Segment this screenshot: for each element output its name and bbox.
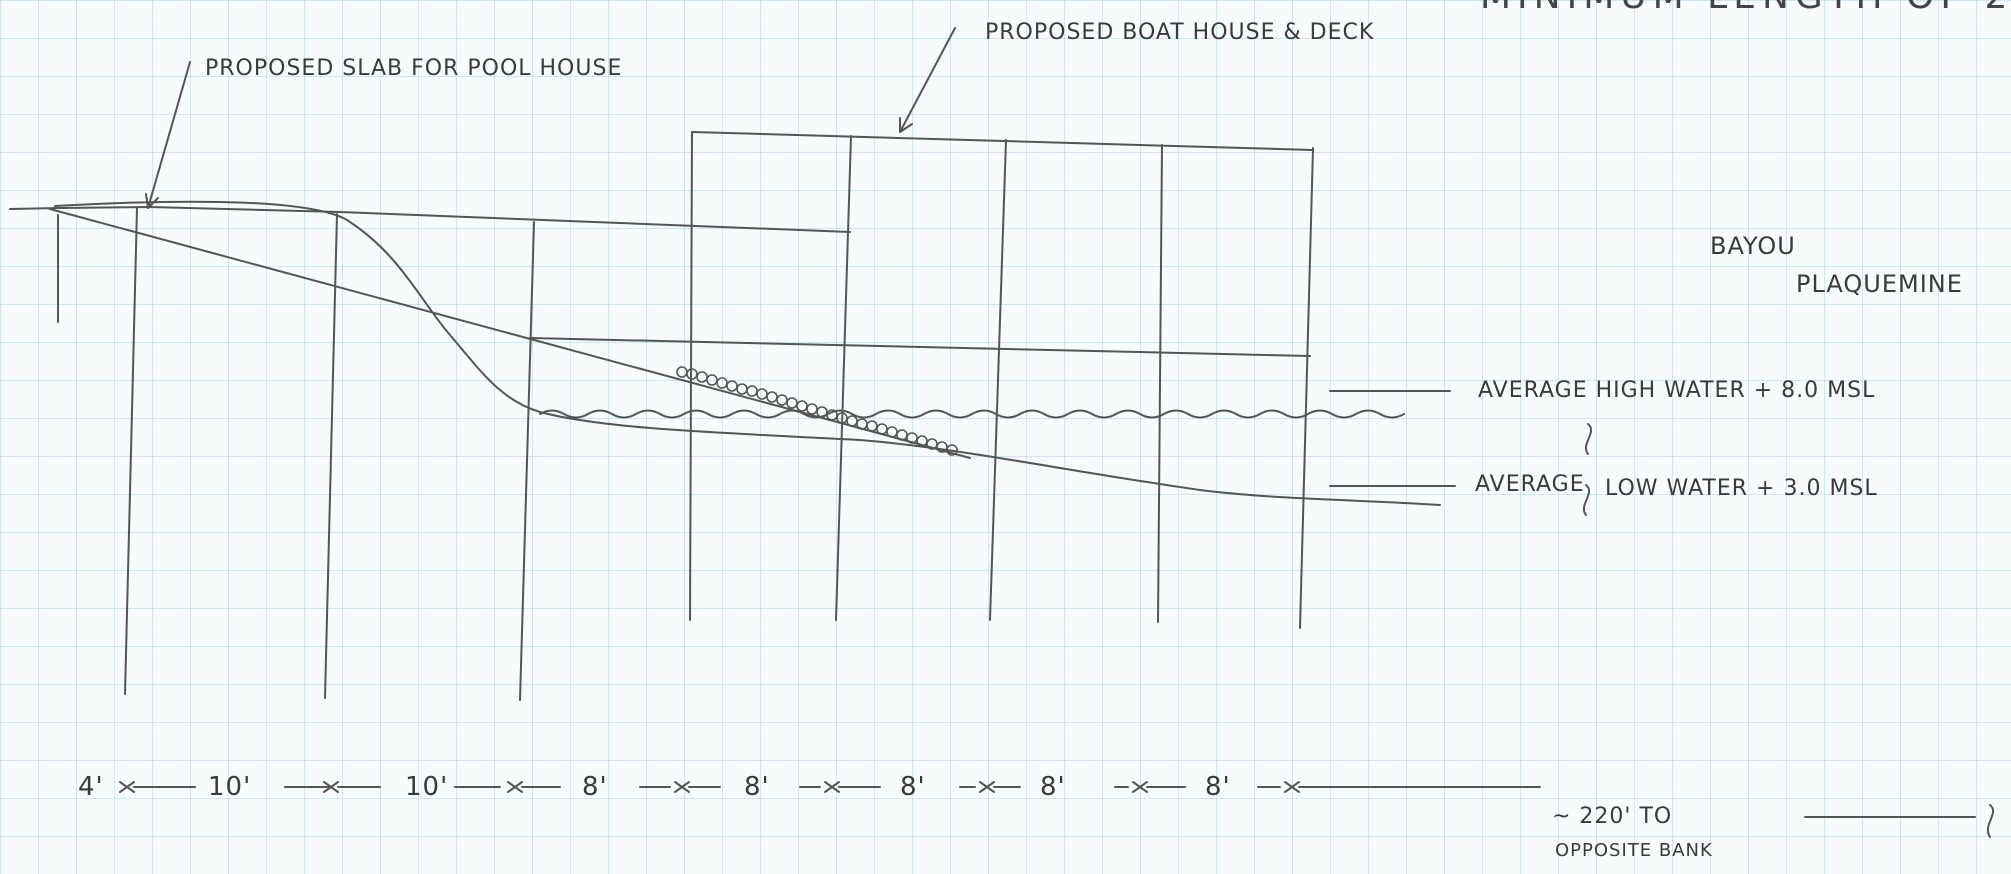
distance-to-bank-label-b: OPPOSITE BANK [1555,840,1713,861]
break-mark [1583,484,1591,516]
boathouse-label: PROPOSED BOAT HOUSE & DECK [985,20,1375,45]
pile [689,131,693,621]
bayou-label-line1: BAYOU [1710,232,1796,260]
dimension-label: 8' [900,772,926,802]
break-mark [1585,423,1593,455]
boathouse-roof [691,131,1314,151]
high-water-label: AVERAGE HIGH WATER + 8.0 MSL [1478,378,1876,403]
pile [519,221,535,701]
low-water-label-a: AVERAGE [1475,472,1585,497]
riprap [676,366,958,456]
distance-to-bank-label-a: ~ 220' TO [1552,804,1673,829]
bank-profile [54,200,1441,506]
dimension-label: 10' [208,772,252,802]
high-water-line [539,409,1405,419]
dimension-label: 4' [78,772,104,802]
dimension-label: 10' [405,772,449,802]
boathouse-leader [899,27,956,133]
pile [989,139,1007,621]
pile [1299,147,1314,629]
slab-leader [145,61,191,209]
dimension-label: 8' [744,772,770,802]
pile [1157,144,1163,623]
deck-line [529,337,1311,357]
low-water-label-b: LOW WATER + 3.0 MSL [1605,476,1878,501]
bayou-label-line2: PLAQUEMINE [1796,270,1963,298]
pile [124,207,138,695]
dimension-label: 8' [1040,772,1066,802]
top-partial-label: MINIMUM LENGTH OF 25'. [1480,0,2011,17]
dimension-label: 8' [582,772,608,802]
dimension-label: 8' [1205,772,1231,802]
dimension-line [119,781,1995,838]
pile [324,213,338,699]
pile [835,135,852,621]
slab-label: PROPOSED SLAB FOR POOL HOUSE [205,56,623,81]
